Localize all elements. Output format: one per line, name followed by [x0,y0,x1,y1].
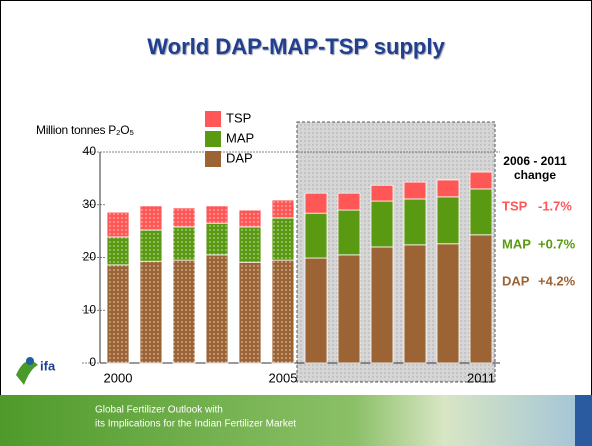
chart-title: World DAP-MAP-TSP supply [147,34,445,59]
y-axis-label: Million tonnes P₂O₅ [36,123,134,137]
change-value: +0.7% [538,236,576,251]
logo-dot [26,357,34,365]
y-tick-label: 20 [83,250,97,264]
bar-segment [436,243,460,364]
legend-label: TSP [226,110,251,125]
bar-texture [140,230,162,262]
forecast-region [296,121,496,383]
x-tick-label: 2011 [467,370,495,385]
logo-mark [16,360,38,385]
bar-segment [304,192,328,214]
footer-edge [575,395,592,446]
footer-band [0,395,592,446]
bar-texture [173,260,195,363]
bar-segment [403,244,427,364]
bar-segment [436,179,460,198]
bar-segment [304,212,328,259]
footer-line: Global Fertilizer Outlook with [95,405,223,416]
bar-texture [173,207,195,227]
change-title: change [514,168,556,182]
change-value: -1.7% [538,198,572,213]
y-tick-label: 10 [83,302,97,316]
bar-texture [140,205,162,231]
legend-label: MAP [226,130,254,145]
bar-texture [107,236,129,265]
bar-texture [140,261,162,363]
x-tick-label: 2005 [269,370,298,385]
bar-segment [436,196,460,245]
bar-texture [239,210,261,227]
bar-segment [370,184,394,202]
logo-text: ifa [40,358,56,373]
bar-segment [370,200,394,248]
bar-segment [304,257,328,364]
bar-texture [173,226,195,261]
bar-segment [469,234,493,364]
bar-segment [337,254,361,364]
bar-texture [272,200,294,218]
bar-segment [403,181,427,200]
y-tick-label: 40 [83,144,97,158]
footer-line: its Implications for the Indian Fertiliz… [95,419,296,430]
bar-texture [107,212,129,237]
bar-texture [239,262,261,363]
legend-swatch [205,131,221,147]
bar-texture [272,217,294,261]
bar-texture [107,264,129,363]
bar-texture [206,223,228,255]
x-tick-label: 2000 [104,370,133,385]
bar-texture [206,205,228,224]
bar-texture [206,254,228,363]
bar-segment [337,192,361,211]
y-tick-label: 30 [83,197,97,211]
legend-swatch [205,111,221,127]
change-name: TSP [502,198,528,213]
bar-segment [337,209,361,256]
bar-segment [370,246,394,364]
bar-texture [239,226,261,263]
change-name: DAP [502,273,530,288]
bar-segment [469,188,493,236]
legend-swatch [205,151,221,167]
change-name: MAP [502,236,531,251]
bar-texture [272,260,294,363]
bar-segment [469,171,493,190]
y-tick-label: 0 [89,355,96,369]
change-value: +4.2% [538,273,576,288]
change-title: 2006 - 2011 [503,154,567,168]
bar-segment [403,198,427,246]
legend-label: DAP [226,150,253,165]
